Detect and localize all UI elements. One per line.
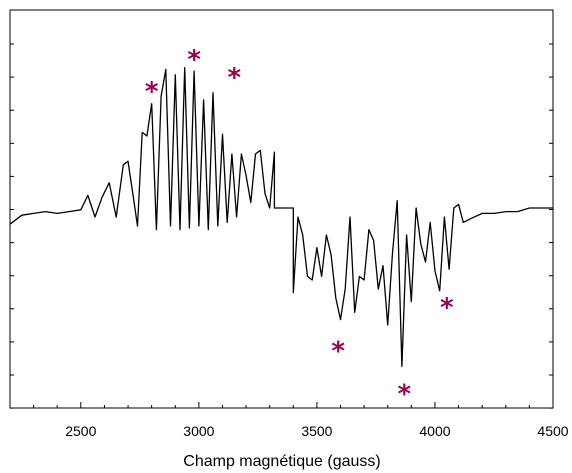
spectrum-line-0 <box>9 66 553 368</box>
peak-asterisk-marker: * <box>227 63 241 93</box>
x-tick-label: 2500 <box>65 423 96 439</box>
x-tick-label: 4500 <box>537 423 568 439</box>
x-tick-label: 4000 <box>419 423 450 439</box>
plot-frame <box>9 9 554 409</box>
peak-asterisk-marker: * <box>145 77 159 107</box>
x-axis-title: Champ magnétique (gauss) <box>183 453 380 470</box>
y-axis-ticks <box>10 43 553 409</box>
peak-asterisk-marker: * <box>397 380 411 410</box>
x-tick-label: 3000 <box>183 423 214 439</box>
x-axis-ticks: 2500 3000 3500 4000 4500 <box>33 402 569 439</box>
peak-asterisk-marker: * <box>440 293 454 323</box>
peak-asterisk-marker: * <box>187 45 201 75</box>
peak-asterisk-marker: * <box>331 336 345 366</box>
marker-layer: * * * * * * <box>145 45 454 410</box>
x-tick-label: 3500 <box>301 423 332 439</box>
series-layer <box>9 66 553 368</box>
